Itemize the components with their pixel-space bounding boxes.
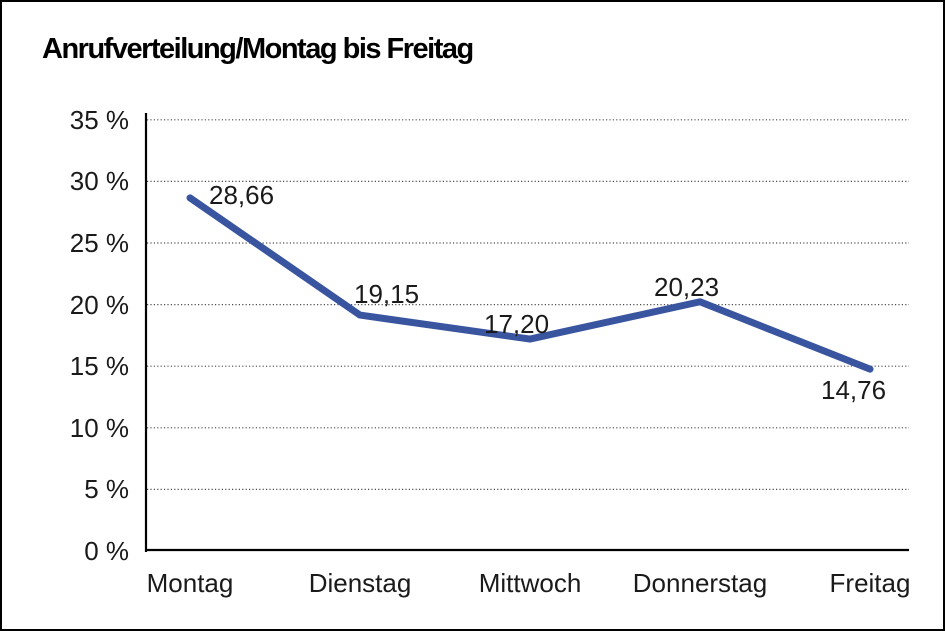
- data-point-label: 28,66: [209, 180, 275, 210]
- y-tick-label: 0 %: [84, 536, 129, 566]
- gridlines: [147, 119, 909, 490]
- data-point-label: 14,76: [821, 375, 887, 405]
- y-tick-label: 25 %: [69, 228, 129, 258]
- data-point-label: 19,15: [354, 279, 420, 309]
- y-tick-label: 10 %: [69, 412, 129, 443]
- y-tick-label: 20 %: [69, 289, 129, 320]
- y-tick-label: 5 %: [84, 474, 129, 505]
- data-line: [186, 194, 874, 373]
- data-point-label: 20,23: [654, 272, 720, 302]
- data-point-label: 17,20: [484, 309, 550, 339]
- x-category-label: Freitag: [829, 568, 911, 598]
- x-category-label: Dienstag: [308, 568, 412, 598]
- y-tick-label: 30 %: [69, 166, 129, 197]
- chart-title: Anrufverteilung/Montag bis Freitag: [42, 33, 474, 65]
- x-category-label: Donnerstag: [632, 568, 768, 598]
- x-category-label: Mittwoch: [478, 568, 582, 598]
- y-tick-label: 35 %: [69, 104, 129, 135]
- x-category-label: Montag: [146, 568, 234, 598]
- y-tick-label: 15 %: [69, 351, 129, 382]
